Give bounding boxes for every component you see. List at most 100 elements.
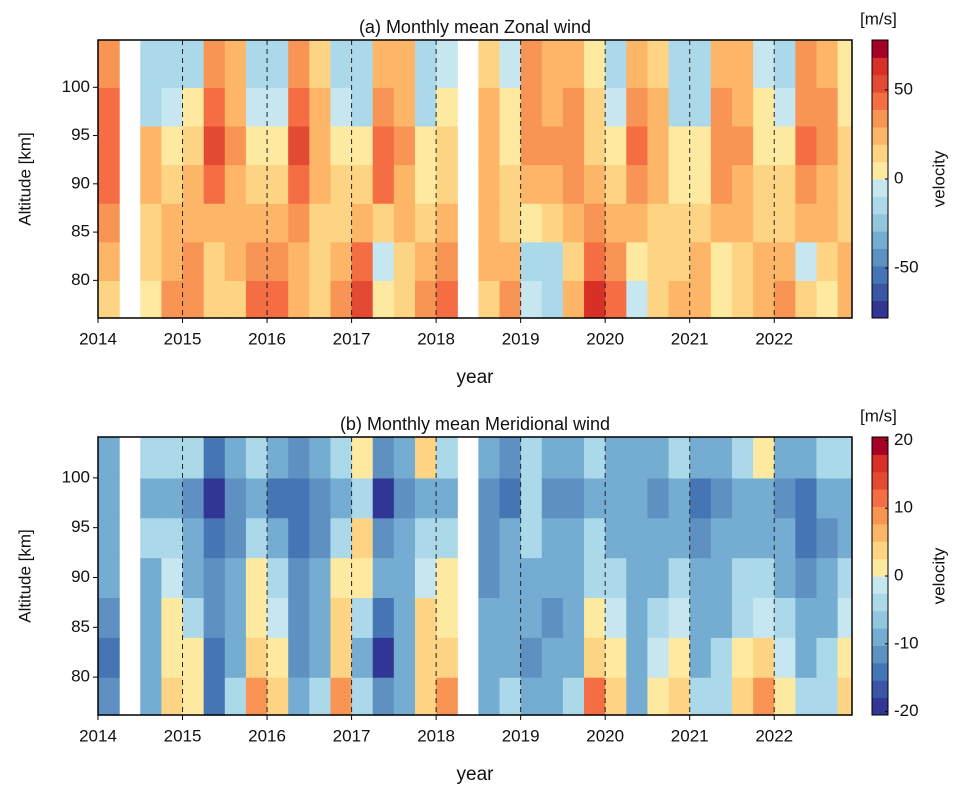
- heatmap-cell: [520, 40, 543, 88]
- chart-title: (a) Monthly mean Zonal wind: [359, 17, 591, 37]
- colorbar-swatch: [872, 283, 888, 302]
- heatmap-cell: [351, 241, 374, 281]
- heatmap-cell: [98, 637, 120, 678]
- heatmap-cell: [795, 557, 818, 599]
- heatmap-cell: [309, 125, 332, 166]
- colorbar-swatch: [872, 454, 888, 473]
- heatmap-cell: [668, 557, 691, 599]
- heatmap-cell: [499, 164, 522, 204]
- heatmap-cell: [668, 437, 691, 479]
- heatmap-cell: [140, 557, 162, 599]
- heatmap-cell: [668, 40, 691, 88]
- heatmap-cell: [351, 557, 374, 599]
- heatmap-cell: [562, 203, 585, 243]
- y-tick-label: 80: [71, 667, 90, 686]
- plot-frame: [97, 39, 853, 319]
- heatmap-cell: [541, 87, 564, 127]
- heatmap-cell: [245, 597, 268, 638]
- heatmap-cell: [224, 87, 247, 127]
- heatmap-cell: [267, 40, 289, 88]
- heatmap-cell: [731, 280, 754, 319]
- heatmap-cell: [478, 87, 501, 127]
- heatmap-cell: [372, 677, 395, 716]
- heatmap-cell: [140, 164, 162, 204]
- heatmap-cell: [626, 557, 649, 599]
- y-tick-label: 95: [71, 125, 90, 144]
- heatmap-cell: [372, 637, 395, 678]
- heatmap-cell: [372, 40, 395, 88]
- heatmap-cell: [816, 517, 839, 559]
- heatmap-cell: [267, 557, 289, 599]
- heatmap-cell: [710, 437, 733, 479]
- heatmap-cell: [689, 40, 712, 88]
- heatmap-cell: [647, 280, 670, 319]
- heatmap-cell: [330, 164, 353, 204]
- heatmap-cell: [330, 87, 353, 127]
- heatmap-cell: [647, 241, 670, 281]
- heatmap-cell: [541, 164, 564, 204]
- heatmap-cell: [309, 477, 332, 519]
- heatmap-cell: [710, 677, 733, 716]
- heatmap-cell: [309, 87, 332, 127]
- heatmap-cell: [98, 597, 120, 638]
- heatmap-cell: [182, 280, 205, 319]
- heatmap-cell: [309, 241, 332, 281]
- heatmap-cell: [774, 241, 796, 281]
- heatmap-cell: [351, 597, 374, 638]
- heatmap-cell: [520, 164, 543, 204]
- heatmap-cell: [98, 203, 120, 243]
- heatmap-cell: [478, 477, 501, 519]
- heatmap-cell: [626, 477, 649, 519]
- heatmap-cell: [478, 241, 501, 281]
- heatmap-cell: [647, 40, 670, 88]
- colorbar-swatch: [872, 471, 888, 490]
- colorbar-swatch: [872, 489, 888, 507]
- heatmap-cell: [668, 125, 691, 166]
- heatmap-cell: [478, 203, 501, 243]
- colorbar-tick-label: 20: [894, 430, 913, 449]
- heatmap-cell: [816, 677, 839, 716]
- heatmap-cell: [710, 241, 733, 281]
- heatmap-cell: [731, 203, 754, 243]
- heatmap-cell: [414, 125, 437, 166]
- heatmap-cell: [414, 637, 437, 678]
- heatmap-cell: [372, 203, 395, 243]
- heatmap-cell: [584, 437, 606, 479]
- heatmap-cell: [98, 517, 120, 559]
- heatmap-cell: [203, 125, 226, 166]
- heatmap-cell: [203, 87, 226, 127]
- heatmap-cell: [98, 125, 120, 166]
- heatmap-cell: [626, 87, 649, 127]
- heatmap-cell: [182, 477, 205, 519]
- heatmap-cell: [837, 597, 853, 638]
- heatmap-cell: [562, 677, 585, 716]
- heatmap-cell: [753, 125, 775, 166]
- heatmap-cell: [731, 437, 754, 479]
- x-tick-label: 2015: [164, 726, 202, 745]
- heatmap-cell: [753, 241, 775, 281]
- heatmap-cell: [837, 517, 853, 559]
- x-tick-label: 2020: [586, 329, 624, 348]
- heatmap-cell: [837, 280, 853, 319]
- heatmap-cell: [140, 40, 162, 88]
- heatmap-cell: [541, 557, 564, 599]
- heatmap-cell: [753, 437, 775, 479]
- heatmap-cell: [182, 597, 205, 638]
- heatmap-cell: [182, 241, 205, 281]
- colorbar-swatch: [872, 161, 888, 180]
- heatmap-cell: [774, 280, 796, 319]
- heatmap-cell: [689, 87, 712, 127]
- colorbar-tick-label: 0: [894, 565, 903, 584]
- heatmap-cell: [414, 477, 437, 519]
- heatmap-cell: [584, 637, 606, 678]
- heatmap-cell: [520, 437, 543, 479]
- heatmap-cell: [478, 677, 501, 716]
- heatmap-cell: [605, 517, 627, 559]
- heatmap-cell: [626, 203, 649, 243]
- heatmap-cell: [731, 597, 754, 638]
- colorbar-swatch: [872, 74, 888, 93]
- heatmap-cell: [837, 87, 853, 127]
- heatmap-cell: [795, 437, 818, 479]
- heatmap-cell: [647, 637, 670, 678]
